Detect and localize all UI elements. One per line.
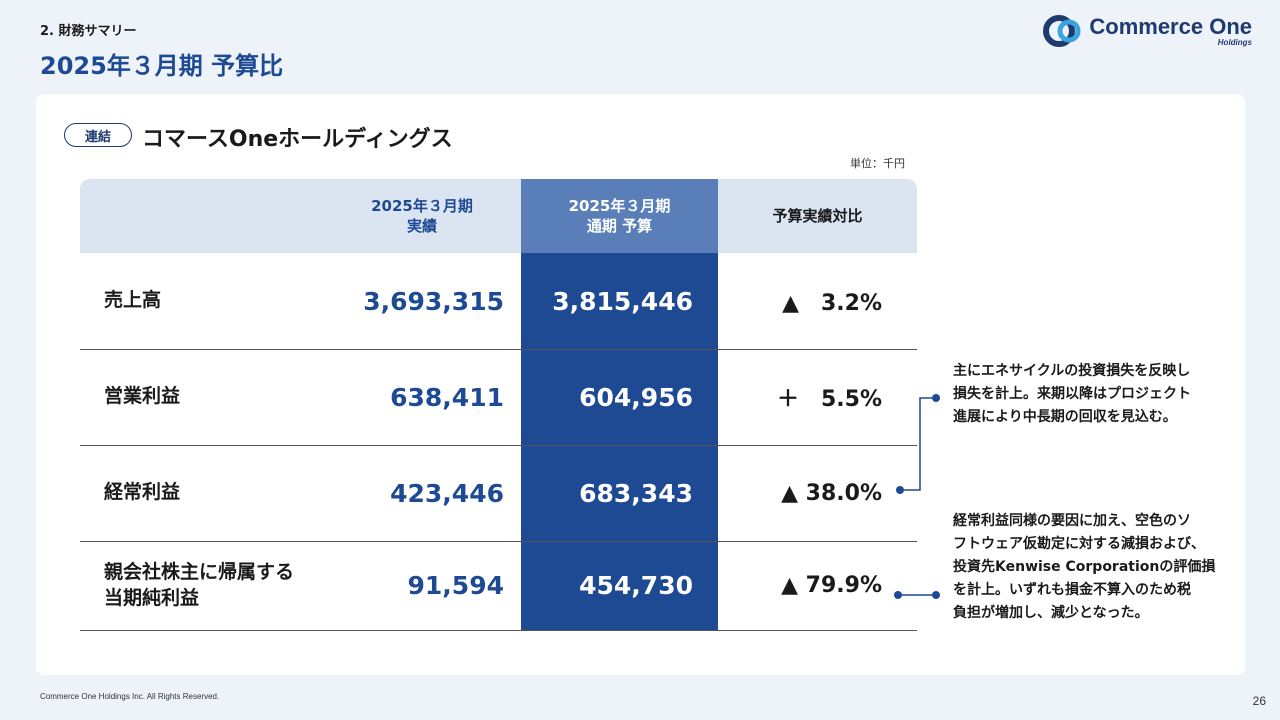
column-header-actual-line2: 実績 xyxy=(406,217,437,235)
column-header-budget: 2025年３月期 通期 予算 xyxy=(521,179,718,253)
page-number: 26 xyxy=(1252,694,1266,708)
column-header-budget-line2: 通期 予算 xyxy=(586,217,653,235)
connector-dot xyxy=(894,591,902,599)
row-label-revenue: 売上高 xyxy=(104,289,162,312)
note-line: 損失を計上。来期以降はプロジェクト xyxy=(953,386,1191,403)
row-label-operating-profit: 営業利益 xyxy=(104,385,181,408)
column-header-actual: 2025年３月期 実績 xyxy=(323,179,521,253)
connector-dot xyxy=(932,591,940,599)
operating-profit-budget: 604,956 xyxy=(579,382,693,412)
connector-ordinary-profit xyxy=(900,397,936,491)
page-title: 2025年３月期 予算比 xyxy=(40,52,284,80)
revenue-actual: 3,693,315 xyxy=(363,286,504,316)
row-label-net-income-line1: 親会社株主に帰属する xyxy=(104,560,295,583)
company-logo: Commerce One Holdings xyxy=(1043,14,1252,48)
note-line: を計上。いずれも損金不算入のため税 xyxy=(953,582,1191,599)
operating-profit-ratio: ＋ 5.5% xyxy=(776,387,882,412)
note-line: フトウェア仮勘定に対する減損および、 xyxy=(953,536,1205,553)
row-divider xyxy=(80,541,917,542)
row-divider xyxy=(80,445,917,446)
net-income-actual: 91,594 xyxy=(407,571,504,600)
table-header-background xyxy=(80,179,917,253)
consolidated-badge: 連結 xyxy=(64,123,132,147)
note-ordinary-profit: 主にエネサイクルの投資損失を反映し 損失を計上。来期以降はプロジェクト 進展によ… xyxy=(953,360,1253,429)
logo-mark-icon xyxy=(1043,15,1081,47)
budget-column-header-background xyxy=(521,179,718,253)
logo-name: Commerce One xyxy=(1089,14,1252,40)
row-label-ordinary-profit: 経常利益 xyxy=(104,481,181,504)
note-line: 主にエネサイクルの投資損失を反映し xyxy=(953,363,1191,379)
unit-label: 単位：千円 xyxy=(850,157,905,170)
copyright: Commerce One Holdings Inc. All Rights Re… xyxy=(40,692,220,701)
row-label-net-income: 親会社株主に帰属する 当期純利益 xyxy=(104,541,294,630)
row-label-net-income-line2: 当期純利益 xyxy=(104,586,200,609)
revenue-budget: 3,815,446 xyxy=(552,286,693,316)
company-name: コマースOneホールディングス xyxy=(142,127,453,152)
note-net-income: 経常利益同様の要因に加え、空色のソ フトウェア仮勘定に対する減損および、 投資先… xyxy=(953,510,1253,625)
column-header-ratio: 予算実績対比 xyxy=(772,206,863,225)
operating-profit-actual: 638,411 xyxy=(390,382,504,412)
section-label: 2. 財務サマリー xyxy=(40,24,137,39)
ordinary-profit-actual: 423,446 xyxy=(390,478,504,508)
note-line: 進展により中長期の回収を見込む。 xyxy=(953,409,1177,426)
column-header-actual-line1: 2025年３月期 xyxy=(371,196,473,215)
net-income-ratio: ▲ 79.9% xyxy=(781,573,882,598)
connector-dot xyxy=(896,486,904,494)
budget-column-highlight xyxy=(521,179,718,630)
row-divider xyxy=(80,349,917,350)
ordinary-profit-budget: 683,343 xyxy=(579,478,693,508)
ordinary-profit-ratio: ▲ 38.0% xyxy=(781,480,882,506)
note-line: 経常利益同様の要因に加え、空色のソ xyxy=(953,513,1191,529)
row-divider xyxy=(80,630,917,631)
net-income-budget: 454,730 xyxy=(579,571,693,600)
note-line: 負担が増加し、減少となった。 xyxy=(953,605,1149,622)
revenue-ratio: ▲ 3.2% xyxy=(782,291,882,316)
column-header-budget-line1: 2025年３月期 xyxy=(568,196,671,215)
logo-sub: Holdings xyxy=(1217,37,1252,47)
connector-dot xyxy=(932,394,940,402)
note-line: 投資先Kenwise Corporationの評価損 xyxy=(953,559,1216,576)
